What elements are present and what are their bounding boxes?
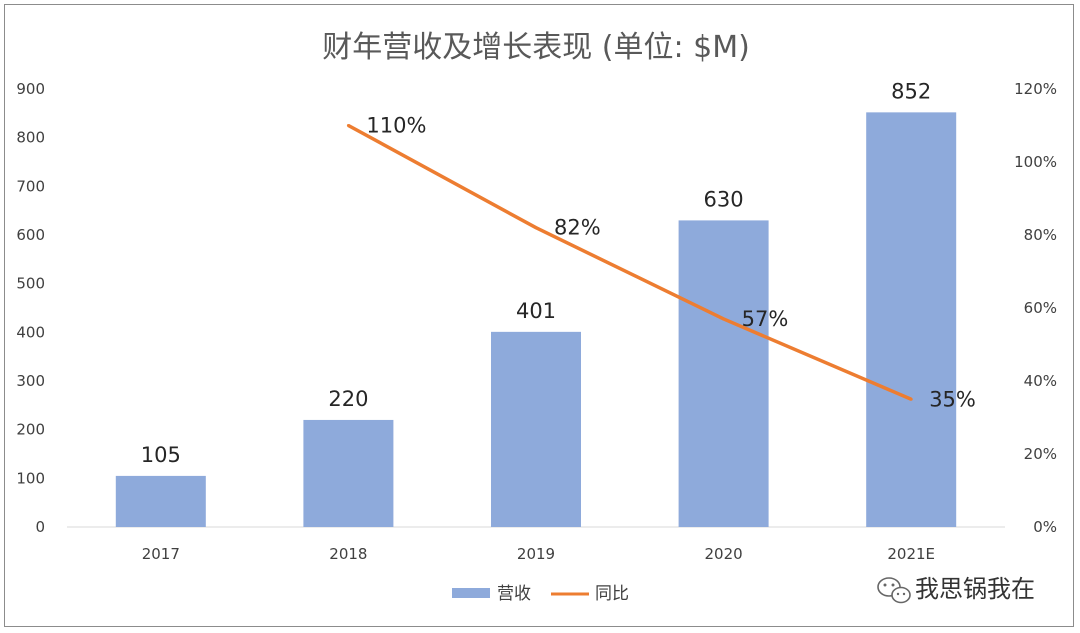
left-tick-label: 600	[16, 226, 45, 244]
bar	[115, 475, 206, 527]
bar	[866, 112, 957, 528]
line-data-label: 57%	[742, 307, 789, 331]
bar	[491, 331, 581, 527]
bar-data-label: 401	[516, 299, 556, 323]
bar-data-label: 630	[704, 187, 744, 211]
left-tick-label: 900	[16, 80, 45, 98]
line-series	[346, 123, 913, 401]
right-tick-label: 120%	[1014, 80, 1057, 98]
bar	[303, 419, 394, 527]
line-data-label: 110%	[366, 114, 426, 138]
legend-label-revenue: 营收	[497, 584, 531, 604]
bar-data-labels: 105 220 401 630 852	[141, 79, 931, 467]
right-tick-label: 100%	[1014, 153, 1057, 171]
chart-title: 财年营收及增长表现 (单位: $M)	[322, 30, 750, 65]
bar-series	[115, 112, 957, 528]
category-label: 2019	[517, 545, 555, 563]
legend: 营收 同比	[452, 584, 629, 604]
yoy-point	[346, 124, 350, 127]
yoy-line	[347, 123, 912, 401]
category-labels: 2017 2018 2019 2020 2021E	[142, 545, 935, 563]
watermark: 我思锅我在	[877, 575, 1035, 604]
right-tick-label: 80%	[1024, 226, 1057, 244]
bar	[678, 220, 769, 527]
category-label: 2021E	[887, 545, 935, 563]
left-tick-label: 100	[16, 469, 45, 487]
category-label: 2020	[705, 545, 743, 563]
left-tick-label: 300	[16, 372, 45, 390]
bar-data-label: 852	[891, 79, 931, 103]
right-tick-label: 20%	[1024, 445, 1057, 463]
right-tick-label: 40%	[1024, 372, 1057, 390]
wechat-icon	[877, 577, 911, 604]
yoy-point	[534, 226, 538, 230]
right-axis: 0% 20% 40% 60% 80% 100% 120%	[1014, 80, 1057, 536]
watermark-text: 我思锅我在	[915, 575, 1035, 603]
left-tick-label: 500	[16, 275, 45, 293]
yoy-point	[909, 397, 913, 401]
line-data-labels: 110% 82% 57% 35%	[366, 114, 975, 412]
yoy-point	[722, 317, 726, 321]
combo-chart: 财年营收及增长表现 (单位: $M) 0 100 200 300 400 500 600 70…	[16, 30, 1057, 604]
bar-data-label: 105	[141, 443, 181, 467]
right-tick-label: 60%	[1024, 299, 1057, 317]
legend-swatch-revenue	[452, 588, 490, 598]
legend-label-yoy: 同比	[595, 584, 629, 604]
line-data-label: 35%	[929, 387, 976, 411]
category-label: 2017	[142, 545, 180, 563]
category-label: 2018	[329, 545, 367, 563]
left-tick-label: 800	[16, 129, 45, 147]
left-tick-label: 400	[16, 323, 45, 341]
left-tick-label: 700	[16, 177, 45, 195]
left-tick-label: 200	[16, 421, 45, 439]
chart-frame: 财年营收及增长表现 (单位: $M) 0 100 200 300 400 500 600 70…	[4, 4, 1074, 627]
bar-data-label: 220	[328, 387, 368, 411]
left-axis: 0 100 200 300 400 500 600 700 800 900	[16, 80, 45, 536]
left-tick-label: 0	[35, 518, 45, 536]
line-data-label: 82%	[554, 216, 601, 240]
right-tick-label: 0%	[1033, 518, 1057, 536]
